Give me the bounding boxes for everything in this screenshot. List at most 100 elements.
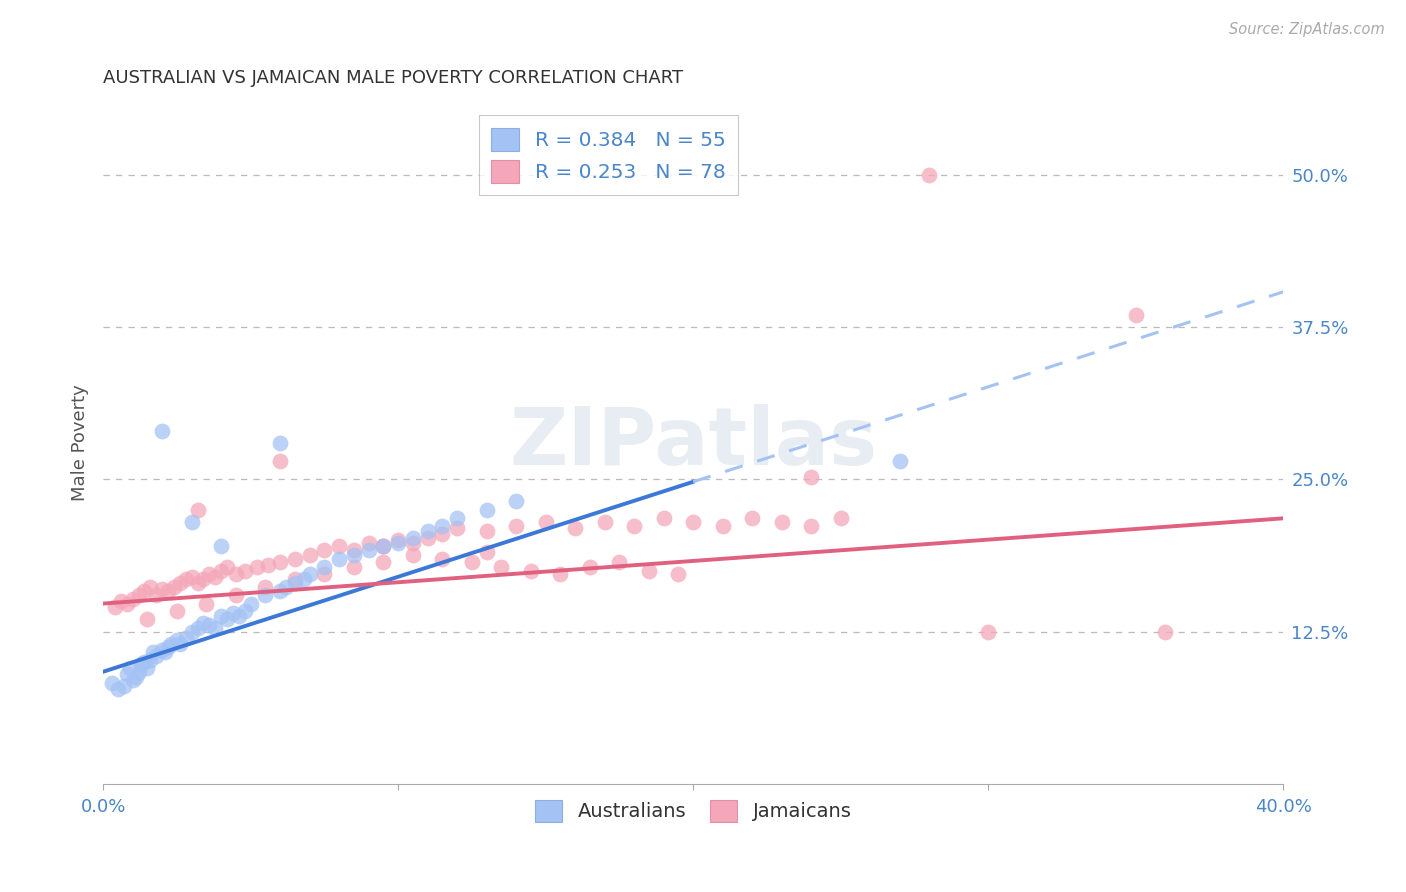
Point	[666, 567, 689, 582]
Point	[115, 667, 138, 681]
Point	[145, 588, 167, 602]
Point	[101, 675, 124, 690]
Point	[373, 539, 395, 553]
Point	[328, 539, 350, 553]
Point	[520, 564, 543, 578]
Point	[1154, 624, 1177, 639]
Point	[269, 584, 291, 599]
Point	[195, 597, 218, 611]
Point	[373, 539, 395, 553]
Point	[112, 679, 135, 693]
Point	[233, 604, 256, 618]
Point	[142, 645, 165, 659]
Point	[104, 600, 127, 615]
Point	[239, 597, 262, 611]
Point	[233, 564, 256, 578]
Point	[180, 515, 202, 529]
Point	[215, 560, 238, 574]
Point	[169, 575, 191, 590]
Point	[475, 503, 498, 517]
Point	[505, 518, 527, 533]
Point	[150, 582, 173, 596]
Point	[357, 535, 380, 549]
Point	[269, 555, 291, 569]
Point	[215, 612, 238, 626]
Point	[163, 580, 186, 594]
Point	[107, 681, 129, 696]
Point	[139, 652, 162, 666]
Point	[343, 548, 366, 562]
Point	[416, 524, 439, 538]
Point	[186, 575, 208, 590]
Point	[446, 521, 468, 535]
Point	[491, 560, 513, 574]
Point	[343, 543, 366, 558]
Text: AUSTRALIAN VS JAMAICAN MALE POVERTY CORRELATION CHART: AUSTRALIAN VS JAMAICAN MALE POVERTY CORR…	[103, 69, 683, 87]
Point	[198, 567, 221, 582]
Point	[292, 572, 315, 586]
Point	[402, 531, 425, 545]
Point	[134, 584, 156, 599]
Point	[800, 518, 823, 533]
Text: ZIPatlas: ZIPatlas	[509, 404, 877, 482]
Point	[136, 612, 159, 626]
Point	[505, 494, 527, 508]
Point	[432, 551, 454, 566]
Point	[623, 518, 645, 533]
Point	[1125, 308, 1147, 322]
Point	[298, 567, 321, 582]
Point	[682, 515, 704, 529]
Point	[209, 608, 232, 623]
Point	[180, 624, 202, 639]
Point	[245, 560, 267, 574]
Point	[269, 454, 291, 468]
Point	[150, 424, 173, 438]
Point	[446, 511, 468, 525]
Point	[121, 591, 143, 606]
Point	[373, 555, 395, 569]
Point	[160, 637, 183, 651]
Point	[193, 615, 215, 630]
Point	[121, 673, 143, 688]
Point	[298, 548, 321, 562]
Point	[186, 503, 208, 517]
Point	[387, 535, 409, 549]
Point	[741, 511, 763, 525]
Point	[222, 607, 245, 621]
Point	[475, 545, 498, 559]
Point	[180, 570, 202, 584]
Y-axis label: Male Poverty: Male Poverty	[72, 384, 89, 501]
Point	[638, 564, 661, 578]
Point	[136, 661, 159, 675]
Point	[343, 560, 366, 574]
Point	[209, 564, 232, 578]
Point	[475, 524, 498, 538]
Point	[166, 633, 188, 648]
Point	[174, 572, 197, 586]
Point	[314, 567, 336, 582]
Point	[209, 539, 232, 553]
Point	[169, 637, 191, 651]
Point	[257, 558, 280, 572]
Point	[284, 575, 307, 590]
Point	[166, 604, 188, 618]
Point	[124, 670, 146, 684]
Point	[134, 655, 156, 669]
Point	[153, 645, 176, 659]
Point	[193, 572, 215, 586]
Point	[800, 470, 823, 484]
Point	[128, 665, 150, 679]
Point	[977, 624, 1000, 639]
Point	[254, 580, 277, 594]
Point	[328, 551, 350, 566]
Point	[157, 640, 180, 655]
Point	[150, 642, 173, 657]
Point	[357, 543, 380, 558]
Point	[579, 560, 602, 574]
Point	[254, 588, 277, 602]
Point	[652, 511, 675, 525]
Point	[186, 621, 208, 635]
Point	[889, 454, 911, 468]
Point	[204, 570, 226, 584]
Point	[139, 580, 162, 594]
